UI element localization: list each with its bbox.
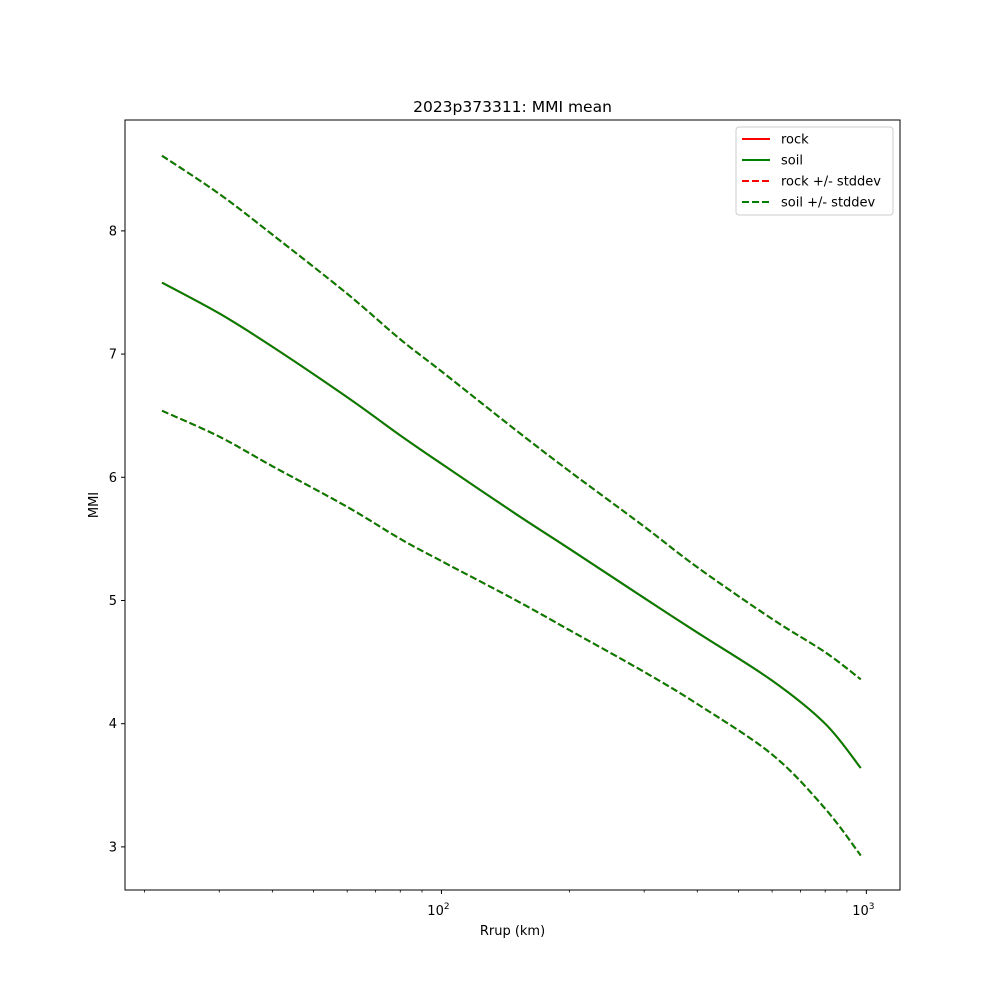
x-tick-exponent: 2 bbox=[444, 902, 450, 912]
x-tick-label: 102 bbox=[427, 902, 449, 919]
y-tick-label: 5 bbox=[109, 594, 117, 609]
series-layer bbox=[161, 154, 862, 857]
y-tick-label: 7 bbox=[109, 348, 117, 363]
plot-area-frame bbox=[124, 119, 901, 891]
legend-label-rock-stddev: rock +/- stddev bbox=[781, 175, 881, 190]
legend-label-rock: rock bbox=[781, 133, 809, 148]
x-tick-label: 103 bbox=[852, 902, 874, 919]
series-line-soil-stddev bbox=[161, 154, 862, 681]
x-axis-label: Rrup (km) bbox=[480, 924, 545, 939]
y-tick-label: 8 bbox=[109, 224, 117, 239]
series-line-soil-stddev-lower bbox=[161, 409, 862, 857]
series-line-soil bbox=[161, 281, 862, 769]
series-line-rock bbox=[161, 281, 862, 769]
legend-box bbox=[735, 126, 894, 216]
series-line-rock-stddev-lower bbox=[161, 409, 862, 857]
legend-label-soil: soil bbox=[781, 154, 803, 169]
series-line-rock-stddev bbox=[161, 154, 862, 681]
y-tick-label: 3 bbox=[109, 840, 117, 855]
y-tick-label: 4 bbox=[109, 717, 117, 732]
legend-label-soil-stddev: soil +/- stddev bbox=[781, 196, 876, 211]
x-tick-base: 10 bbox=[852, 904, 869, 919]
x-tick-base: 10 bbox=[427, 904, 444, 919]
chart-title: 2023p373311: MMI mean bbox=[413, 98, 612, 116]
x-tick-exponent: 3 bbox=[869, 902, 875, 912]
y-axis-label: MMI bbox=[87, 492, 102, 518]
legend: rock soil rock +/- stddev soil +/- stddev bbox=[735, 126, 894, 216]
y-tick-label: 6 bbox=[109, 471, 117, 486]
